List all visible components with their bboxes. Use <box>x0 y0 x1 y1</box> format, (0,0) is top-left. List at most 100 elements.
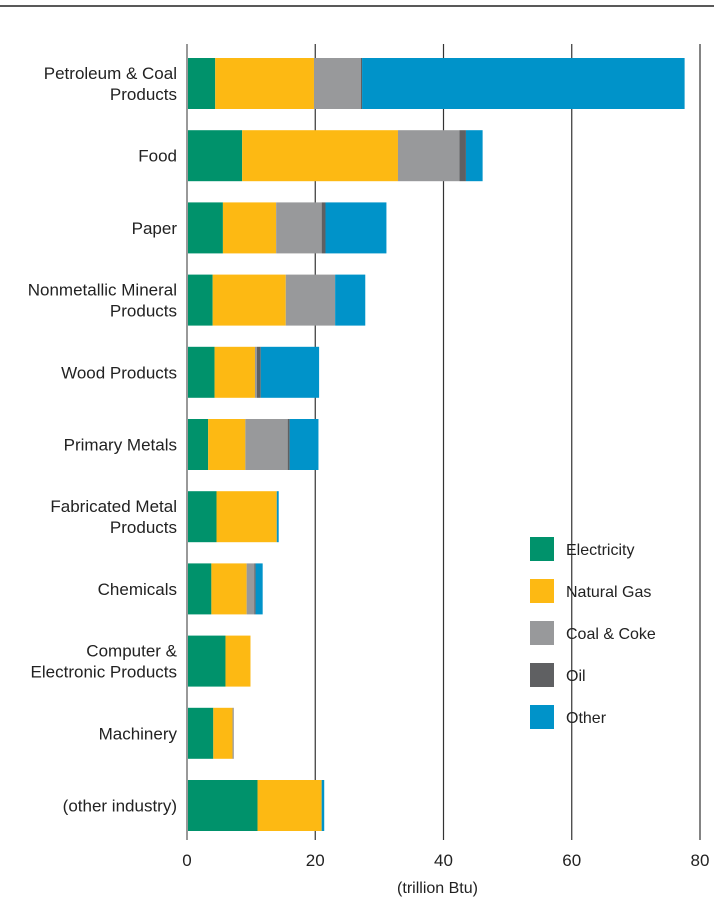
category-label: Paper <box>132 219 178 238</box>
bar-segment-oil <box>321 202 326 254</box>
bar-stack <box>187 780 325 831</box>
bar-stack <box>187 491 279 543</box>
legend-swatch <box>530 705 554 729</box>
bar-segment-other <box>465 130 483 182</box>
bar-stacks <box>187 58 685 831</box>
x-tick-label: 40 <box>434 851 453 870</box>
bar-segment-electricity <box>187 563 212 615</box>
bar-segment-electricity <box>187 346 215 398</box>
category-label: Wood Products <box>61 363 177 382</box>
bar-segment-coal-coke <box>276 202 322 254</box>
x-axis-title: (trillion Btu) <box>397 880 478 897</box>
category-label-line: Computer & <box>86 642 177 661</box>
category-label-line: Fabricated Metal <box>50 497 177 516</box>
x-tick-label: 20 <box>306 851 325 870</box>
bar-segment-other <box>335 274 366 326</box>
bar-segment-other <box>289 419 319 470</box>
x-tick-labels: 0 20 40 60 80 <box>182 851 709 870</box>
legend-label: Coal & Coke <box>566 626 656 643</box>
category-label-line: Paper <box>132 219 178 238</box>
category-label-line: Products <box>110 85 177 104</box>
bar-stack <box>187 58 685 109</box>
bar-segment-electricity <box>187 274 213 326</box>
category-label: Food <box>138 147 177 166</box>
category-label: (other industry) <box>63 797 177 816</box>
bar-segment-natural-gas <box>213 707 233 759</box>
legend-label: Other <box>566 710 607 727</box>
bar-segment-natural-gas <box>216 491 277 543</box>
bar-segment-electricity <box>187 202 223 254</box>
bar-segment-oil <box>360 58 363 109</box>
bar-stack <box>187 346 320 398</box>
category-label-line: Wood Products <box>61 363 177 382</box>
legend-swatch <box>530 663 554 687</box>
bar-stack <box>187 130 483 182</box>
bar-segment-coal-coke <box>245 419 288 470</box>
bar-segment-electricity <box>187 780 258 831</box>
category-label: Computer & Electronic Products <box>31 642 178 682</box>
bar-segment-natural-gas <box>257 780 322 831</box>
bar-segment-other <box>362 58 685 109</box>
bar-segment-coal-coke <box>246 563 255 615</box>
category-label-line: Petroleum & Coal <box>44 64 177 83</box>
bar-stack <box>187 707 234 759</box>
legend-swatch <box>530 621 554 645</box>
category-label-line: Machinery <box>99 724 178 743</box>
bar-stack <box>187 563 263 615</box>
bar-stack <box>187 635 251 687</box>
category-label-line: Food <box>138 147 177 166</box>
bar-segment-coal-coke <box>232 707 234 759</box>
bar-segment-oil <box>287 419 290 470</box>
bar-segment-electricity <box>187 58 216 109</box>
bar-stack <box>187 419 319 470</box>
bar-segment-coal-coke <box>254 346 257 398</box>
legend-label: Electricity <box>566 542 634 559</box>
legend-label: Natural Gas <box>566 584 651 601</box>
bar-segment-oil <box>459 130 466 182</box>
category-label: Primary Metals <box>64 436 177 455</box>
bar-segment-electricity <box>187 419 209 470</box>
bar-segment-natural-gas <box>225 635 251 687</box>
bar-segment-natural-gas <box>214 346 255 398</box>
bar-segment-coal-coke <box>285 274 336 326</box>
bar-segment-natural-gas <box>212 274 286 326</box>
legend-swatch <box>530 537 554 561</box>
category-label: Chemicals <box>98 580 177 599</box>
category-label-line: Electronic Products <box>31 663 177 682</box>
bar-segment-electricity <box>187 635 226 687</box>
category-label: Nonmetallic Mineral Products <box>28 281 177 321</box>
bar-segment-oil <box>254 563 256 615</box>
bar-segment-natural-gas <box>242 130 398 182</box>
bar-stack <box>187 274 366 326</box>
category-label-line: (other industry) <box>63 797 177 816</box>
bar-segment-electricity <box>187 130 243 182</box>
category-label: Petroleum & Coal Products <box>44 64 177 104</box>
category-label: Machinery <box>99 724 178 743</box>
category-label-line: Chemicals <box>98 580 177 599</box>
category-label-line: Nonmetallic Mineral <box>28 281 177 300</box>
bar-segment-natural-gas <box>215 58 314 109</box>
bar-segment-electricity <box>187 707 214 759</box>
bar-segment-coal-coke <box>313 58 361 109</box>
category-labels: Petroleum & Coal Products Food Paper Nonmeta… <box>28 64 178 816</box>
x-tick-label: 80 <box>691 851 710 870</box>
category-label-line: Products <box>110 518 177 537</box>
bar-segment-natural-gas <box>208 419 246 470</box>
legend: Electricity Natural Gas Coal & Coke Oil Othe… <box>530 537 656 729</box>
category-label-line: Products <box>110 302 177 321</box>
bar-segment-other <box>276 491 279 543</box>
bar-segment-electricity <box>187 491 217 543</box>
bar-segment-other <box>260 346 320 398</box>
bar-segment-oil <box>256 346 261 398</box>
x-tick-label: 60 <box>562 851 581 870</box>
category-label: Fabricated Metal Products <box>50 497 177 537</box>
bar-segment-other <box>255 563 263 615</box>
legend-swatch <box>530 579 554 603</box>
bar-segment-natural-gas <box>211 563 247 615</box>
bar-stack <box>187 202 387 254</box>
bar-segment-other <box>325 202 387 254</box>
bar-segment-coal-coke <box>397 130 460 182</box>
bar-segment-other <box>321 780 325 831</box>
bar-segment-natural-gas <box>222 202 277 254</box>
